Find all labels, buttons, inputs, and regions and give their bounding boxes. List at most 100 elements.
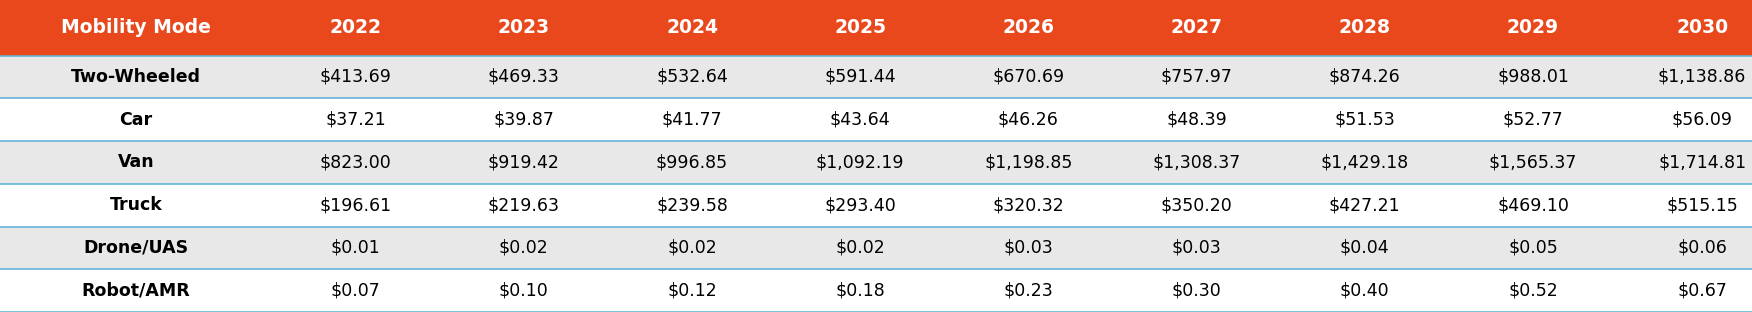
Bar [776,141,944,184]
Bar [272,141,440,184]
Bar [272,184,440,227]
Text: $0.18: $0.18 [836,282,885,300]
Bar [272,227,440,269]
Text: Van: Van [117,154,154,171]
Bar [944,0,1113,56]
Bar [440,227,608,269]
Text: $0.30: $0.30 [1172,282,1221,300]
Bar [272,98,440,141]
Text: $320.32: $320.32 [993,196,1063,214]
Text: $469.33: $469.33 [487,68,561,86]
Text: $0.23: $0.23 [1004,282,1053,300]
Text: $0.40: $0.40 [1340,282,1389,300]
Text: $219.63: $219.63 [487,196,561,214]
Bar [1113,184,1281,227]
Text: 2028: 2028 [1339,18,1391,37]
Text: $413.69: $413.69 [319,68,392,86]
Text: $0.12: $0.12 [668,282,717,300]
Bar [776,98,944,141]
Text: $0.04: $0.04 [1340,239,1389,257]
Text: $43.64: $43.64 [830,111,890,129]
Bar [0,184,272,227]
Text: $823.00: $823.00 [321,154,391,171]
Bar [0,227,272,269]
Bar [0,98,272,141]
Bar [440,184,608,227]
Bar [608,98,776,141]
Text: 2024: 2024 [666,18,718,37]
Text: $41.77: $41.77 [662,111,722,129]
Bar [1281,56,1449,98]
Text: $874.26: $874.26 [1330,68,1400,86]
Bar [944,141,1113,184]
Bar [440,141,608,184]
Bar [776,0,944,56]
Text: Robot/AMR: Robot/AMR [81,282,191,300]
Text: 2029: 2029 [1507,18,1559,37]
Bar [272,56,440,98]
Bar [944,184,1113,227]
Bar [440,98,608,141]
Text: $427.21: $427.21 [1330,196,1400,214]
Text: $0.10: $0.10 [499,282,548,300]
Bar [272,0,440,56]
Bar [272,269,440,312]
Text: Car: Car [119,111,152,129]
Text: $0.02: $0.02 [836,239,885,257]
Bar [440,56,608,98]
Bar [1449,0,1617,56]
Text: Two-Wheeled: Two-Wheeled [70,68,201,86]
Bar [1617,269,1752,312]
Bar [1281,227,1449,269]
Bar [1113,0,1281,56]
Text: $196.61: $196.61 [319,196,392,214]
Bar [1617,98,1752,141]
Text: $52.77: $52.77 [1503,111,1563,129]
Bar [1617,141,1752,184]
Text: $532.64: $532.64 [657,68,727,86]
Text: $591.44: $591.44 [825,68,895,86]
Text: Drone/UAS: Drone/UAS [82,239,189,257]
Text: $0.02: $0.02 [668,239,717,257]
Text: $0.06: $0.06 [1677,239,1727,257]
Text: $51.53: $51.53 [1335,111,1395,129]
Bar [0,56,272,98]
Bar [1281,269,1449,312]
Bar [776,227,944,269]
Text: 2026: 2026 [1002,18,1055,37]
Bar [1449,98,1617,141]
Text: $1,565.37: $1,565.37 [1489,154,1577,171]
Bar [1449,56,1617,98]
Text: Mobility Mode: Mobility Mode [61,18,210,37]
Bar [944,269,1113,312]
Bar [1113,141,1281,184]
Bar [608,0,776,56]
Text: $56.09: $56.09 [1671,111,1733,129]
Bar [776,56,944,98]
Bar [1617,184,1752,227]
Text: 2027: 2027 [1170,18,1223,37]
Text: $1,092.19: $1,092.19 [816,154,904,171]
Bar [1281,184,1449,227]
Text: $469.10: $469.10 [1496,196,1570,214]
Text: $0.67: $0.67 [1677,282,1727,300]
Text: 2025: 2025 [834,18,887,37]
Bar [440,269,608,312]
Bar [1281,98,1449,141]
Bar [0,269,272,312]
Text: $1,138.86: $1,138.86 [1657,68,1747,86]
Bar [1281,141,1449,184]
Text: $350.20: $350.20 [1162,196,1232,214]
Bar [1449,184,1617,227]
Text: 2022: 2022 [329,18,382,37]
Bar [1617,227,1752,269]
Text: $37.21: $37.21 [326,111,385,129]
Bar [944,227,1113,269]
Bar [608,269,776,312]
Text: $0.03: $0.03 [1004,239,1053,257]
Bar [0,0,272,56]
Text: $0.52: $0.52 [1508,282,1558,300]
Text: $46.26: $46.26 [999,111,1058,129]
Text: $996.85: $996.85 [655,154,729,171]
Text: $757.97: $757.97 [1160,68,1233,86]
